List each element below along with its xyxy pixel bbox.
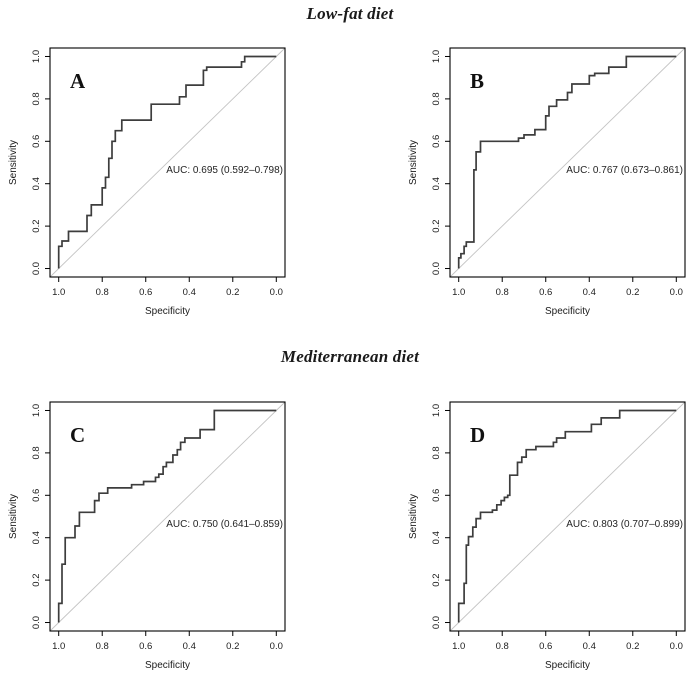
roc-panel-d: 1.0 0.8 0.6 0.4 0.2 0.0 0.0 0.2 0.4 0.6 0.8 1.0 Spec… — [408, 401, 686, 671]
y-axis-title: Sensitivity — [8, 140, 19, 185]
y-tick-label: 0.2 — [431, 574, 442, 587]
x-tick-label: 0.8 — [96, 287, 109, 298]
y-tick-label: 1.0 — [431, 404, 442, 417]
x-tick-label: 0.6 — [539, 287, 552, 298]
roc-curve — [457, 409, 677, 623]
x-tick-label: 0.0 — [670, 287, 683, 298]
y-axis-title: Sensitivity — [408, 140, 419, 185]
y-tick-label: 0.2 — [31, 220, 42, 233]
x-tick-label: 0.8 — [96, 641, 109, 652]
x-tick-label: 0.0 — [270, 641, 283, 652]
roc-panel-c: 1.0 0.8 0.6 0.4 0.2 0.0 0.0 0.2 0.4 0.6 0.8 1.0 Spec… — [8, 401, 286, 671]
panel-letter: C — [70, 423, 85, 447]
y-tick-label: 1.0 — [31, 50, 42, 63]
y-tick-label: 0.8 — [31, 446, 42, 459]
auc-annotation: AUC: 0.695 (0.592–0.798) — [166, 165, 283, 176]
y-tick-label: 0.6 — [431, 489, 442, 502]
x-tick-label: 0.4 — [183, 641, 196, 652]
plot-box — [49, 401, 286, 632]
y-tick-label: 0.6 — [431, 135, 442, 148]
y-tick-label: 0.2 — [31, 574, 42, 587]
roc-panel-a: 1.0 0.8 0.6 0.4 0.2 0.0 0.0 0.2 0.4 0.6 0.8 1.0 Spec… — [8, 47, 286, 317]
roc-curve — [57, 55, 277, 269]
roc-panel-b: 1.0 0.8 0.6 0.4 0.2 0.0 0.0 0.2 0.4 0.6 0.8 1.0 Spec… — [408, 47, 686, 317]
y-tick-label: 0.8 — [31, 92, 42, 105]
y-tick-label: 0.8 — [431, 446, 442, 459]
roc-curve — [57, 409, 277, 623]
x-tick-label: 0.4 — [583, 641, 596, 652]
x-tick-label: 0.2 — [226, 287, 239, 298]
panel-row-top: 1.0 0.8 0.6 0.4 0.2 0.0 0.0 0.2 0.4 0.6 0.8 1.0 Spec… — [0, 30, 700, 330]
y-tick-label: 0.2 — [431, 220, 442, 233]
auc-annotation: AUC: 0.767 (0.673–0.861) — [566, 165, 683, 176]
diagonal-reference-line — [449, 401, 686, 632]
y-tick-label: 0.6 — [31, 489, 42, 502]
diagonal-reference-line — [49, 47, 286, 278]
x-tick-label: 0.6 — [139, 641, 152, 652]
x-tick-label: 1.0 — [452, 287, 465, 298]
diagonal-reference-line — [49, 401, 286, 632]
x-axis-title: Specificity — [545, 660, 590, 671]
y-tick-label: 0.4 — [31, 177, 42, 190]
y-tick-label: 0.8 — [431, 92, 442, 105]
x-tick-label: 0.0 — [670, 641, 683, 652]
x-axis-title: Specificity — [145, 306, 190, 317]
x-tick-label: 0.8 — [496, 287, 509, 298]
y-tick-label: 0.0 — [431, 616, 442, 629]
x-tick-label: 0.6 — [139, 287, 152, 298]
y-axis-title: Sensitivity — [408, 494, 419, 539]
diagonal-reference-line — [449, 47, 686, 278]
x-axis-title: Specificity — [545, 306, 590, 317]
auc-annotation: AUC: 0.750 (0.641–0.859) — [166, 519, 283, 530]
panel-row-bottom: 1.0 0.8 0.6 0.4 0.2 0.0 0.0 0.2 0.4 0.6 0.8 1.0 Spec… — [0, 384, 700, 680]
roc-curve — [457, 55, 677, 269]
x-tick-label: 0.4 — [183, 287, 196, 298]
panel-letter: D — [470, 423, 485, 447]
y-tick-label: 0.0 — [431, 262, 442, 275]
y-axis-title: Sensitivity — [8, 494, 19, 539]
x-tick-label: 0.2 — [626, 641, 639, 652]
y-tick-label: 0.4 — [31, 531, 42, 544]
panel-letter: B — [470, 69, 484, 93]
x-tick-label: 1.0 — [452, 641, 465, 652]
y-tick-label: 1.0 — [431, 50, 442, 63]
y-tick-label: 0.0 — [31, 262, 42, 275]
section-title-mediterranean-diet: Mediterranean diet — [280, 347, 420, 366]
auc-annotation: AUC: 0.803 (0.707–0.899) — [566, 519, 683, 530]
x-tick-label: 0.8 — [496, 641, 509, 652]
x-tick-label: 0.2 — [226, 641, 239, 652]
plot-box — [449, 47, 686, 278]
y-tick-label: 0.6 — [31, 135, 42, 148]
plot-box — [449, 401, 686, 632]
x-tick-label: 0.4 — [583, 287, 596, 298]
x-tick-label: 0.2 — [626, 287, 639, 298]
x-tick-label: 0.6 — [539, 641, 552, 652]
y-tick-label: 0.4 — [431, 177, 442, 190]
x-tick-label: 1.0 — [52, 641, 65, 652]
y-tick-label: 0.0 — [31, 616, 42, 629]
plot-box — [49, 47, 286, 278]
y-tick-label: 1.0 — [31, 404, 42, 417]
x-tick-label: 1.0 — [52, 287, 65, 298]
panel-letter: A — [70, 69, 86, 93]
x-tick-label: 0.0 — [270, 287, 283, 298]
section-title-low-fat-diet: Low-fat diet — [306, 4, 394, 23]
x-axis-title: Specificity — [145, 660, 190, 671]
y-tick-label: 0.4 — [431, 531, 442, 544]
